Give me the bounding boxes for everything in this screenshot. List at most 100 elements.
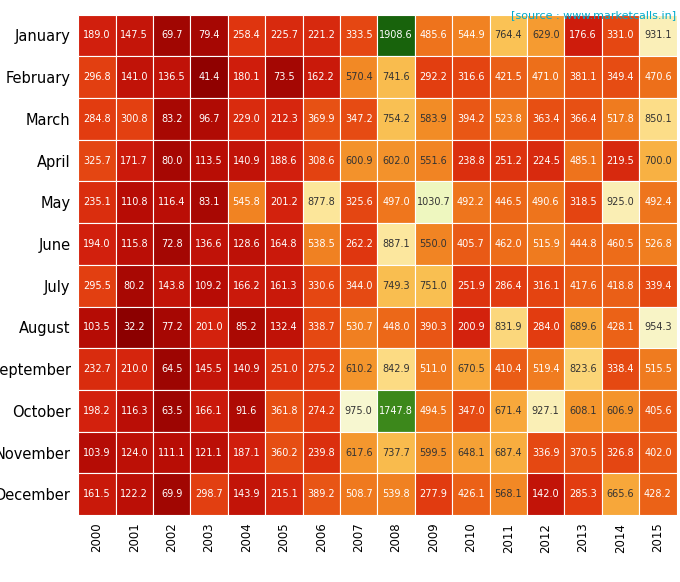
- Bar: [602, 307, 639, 348]
- Text: 751.0: 751.0: [420, 281, 447, 290]
- Text: 954.3: 954.3: [644, 322, 672, 332]
- Bar: [490, 473, 527, 515]
- Bar: [377, 140, 415, 182]
- Text: 201.2: 201.2: [270, 197, 298, 207]
- Text: 538.5: 538.5: [307, 239, 335, 249]
- Bar: [602, 140, 639, 182]
- Text: 225.7: 225.7: [270, 30, 298, 40]
- Bar: [153, 432, 190, 473]
- Bar: [377, 307, 415, 348]
- Bar: [265, 140, 303, 182]
- Bar: [415, 348, 452, 390]
- Bar: [78, 348, 116, 390]
- Bar: [265, 265, 303, 307]
- Bar: [527, 98, 564, 140]
- Bar: [228, 56, 265, 98]
- Text: 110.8: 110.8: [120, 197, 148, 207]
- Bar: [602, 473, 639, 515]
- Text: 515.5: 515.5: [644, 364, 672, 374]
- Bar: [415, 182, 452, 223]
- Bar: [340, 473, 377, 515]
- Bar: [602, 15, 639, 56]
- Bar: [153, 348, 190, 390]
- Text: 492.4: 492.4: [644, 197, 672, 207]
- Bar: [377, 15, 415, 56]
- Bar: [340, 182, 377, 223]
- Bar: [265, 56, 303, 98]
- Text: 274.2: 274.2: [307, 406, 335, 416]
- Bar: [303, 432, 340, 473]
- Text: 116.3: 116.3: [120, 406, 148, 416]
- Text: 251.9: 251.9: [457, 281, 485, 290]
- Text: 325.7: 325.7: [83, 155, 111, 165]
- Text: 602.0: 602.0: [382, 155, 410, 165]
- Bar: [452, 432, 490, 473]
- Text: 111.1: 111.1: [158, 448, 186, 457]
- Text: 421.5: 421.5: [494, 72, 522, 82]
- Text: 545.8: 545.8: [233, 197, 260, 207]
- Bar: [78, 15, 116, 56]
- Bar: [564, 182, 602, 223]
- Bar: [190, 98, 228, 140]
- Bar: [78, 140, 116, 182]
- Bar: [639, 182, 677, 223]
- Text: 333.5: 333.5: [345, 30, 373, 40]
- Bar: [265, 98, 303, 140]
- Text: 526.8: 526.8: [644, 239, 672, 249]
- Bar: [265, 307, 303, 348]
- Bar: [377, 348, 415, 390]
- Text: 189.0: 189.0: [83, 30, 111, 40]
- Text: [source : www.marketcalls.in]: [source : www.marketcalls.in]: [511, 10, 677, 20]
- Bar: [303, 265, 340, 307]
- Bar: [228, 15, 265, 56]
- Text: 366.4: 366.4: [569, 114, 597, 124]
- Bar: [452, 390, 490, 432]
- Bar: [602, 223, 639, 265]
- Bar: [78, 98, 116, 140]
- Bar: [452, 223, 490, 265]
- Text: 764.4: 764.4: [494, 30, 522, 40]
- Text: 316.1: 316.1: [532, 281, 560, 290]
- Text: 497.0: 497.0: [382, 197, 410, 207]
- Text: 330.6: 330.6: [307, 281, 335, 290]
- Bar: [490, 307, 527, 348]
- Bar: [228, 348, 265, 390]
- Text: 887.1: 887.1: [382, 239, 410, 249]
- Bar: [303, 473, 340, 515]
- Bar: [415, 390, 452, 432]
- Bar: [490, 390, 527, 432]
- Text: 251.0: 251.0: [270, 364, 298, 374]
- Bar: [116, 307, 153, 348]
- Text: 96.7: 96.7: [199, 114, 220, 124]
- Bar: [303, 223, 340, 265]
- Bar: [340, 348, 377, 390]
- Text: 140.9: 140.9: [233, 155, 260, 165]
- Bar: [527, 307, 564, 348]
- Text: 347.2: 347.2: [345, 114, 373, 124]
- Bar: [527, 348, 564, 390]
- Text: 69.7: 69.7: [161, 30, 182, 40]
- Bar: [452, 473, 490, 515]
- Bar: [303, 56, 340, 98]
- Bar: [153, 473, 190, 515]
- Text: 215.1: 215.1: [270, 489, 298, 499]
- Text: 975.0: 975.0: [345, 406, 373, 416]
- Bar: [602, 98, 639, 140]
- Text: 519.4: 519.4: [532, 364, 560, 374]
- Bar: [116, 15, 153, 56]
- Text: 405.6: 405.6: [644, 406, 672, 416]
- Text: 606.9: 606.9: [607, 406, 634, 416]
- Text: 325.6: 325.6: [345, 197, 373, 207]
- Text: 539.8: 539.8: [382, 489, 410, 499]
- Bar: [190, 390, 228, 432]
- Text: 741.6: 741.6: [382, 72, 410, 82]
- Text: 161.3: 161.3: [270, 281, 298, 290]
- Bar: [527, 56, 564, 98]
- Text: 239.8: 239.8: [307, 448, 335, 457]
- Bar: [564, 56, 602, 98]
- Bar: [564, 432, 602, 473]
- Bar: [452, 265, 490, 307]
- Bar: [377, 98, 415, 140]
- Text: 617.6: 617.6: [345, 448, 373, 457]
- Text: 41.4: 41.4: [199, 72, 220, 82]
